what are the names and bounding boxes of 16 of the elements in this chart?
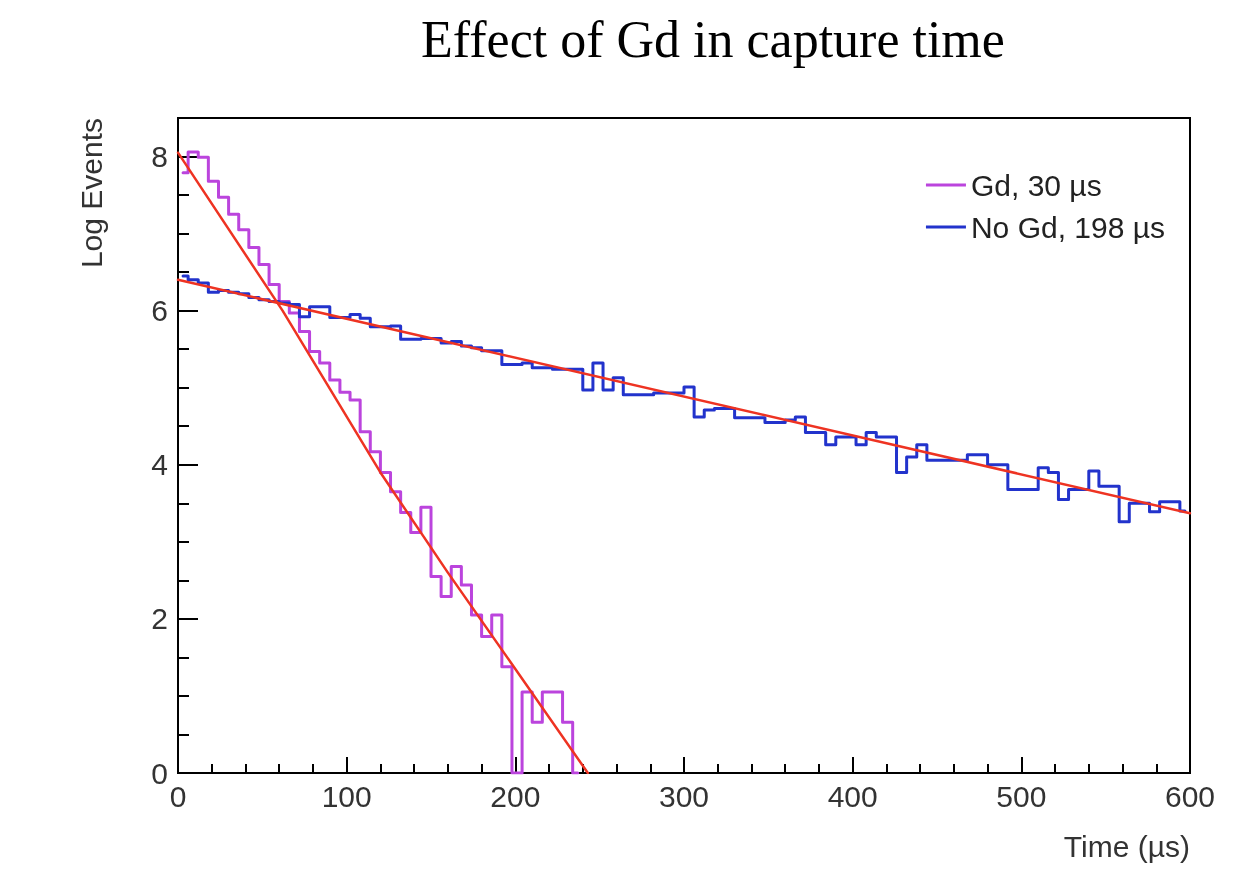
y-tick-label: 0 [151,756,168,790]
legend-label: Gd, 30 µs [970,168,1102,202]
x-tick-label: 500 [996,779,1047,813]
x-tick-label: 100 [321,779,372,813]
y-tick-label: 6 [151,294,168,328]
y-axis-title: Log Events [74,118,108,269]
y-tick-label: 8 [151,140,168,174]
x-tick-label: 400 [827,779,878,813]
x-axis-title: Time (µs) [1063,829,1190,863]
x-tick-label: 600 [1164,779,1216,813]
y-tick-label: 4 [151,448,168,482]
legend-label: No Gd, 198 µs [970,210,1166,244]
x-tick-label: 300 [658,779,710,813]
chart-title: Effect of Gd in capture time [421,10,1005,68]
y-tick-label: 2 [151,602,168,636]
x-tick-label: 200 [490,779,541,813]
